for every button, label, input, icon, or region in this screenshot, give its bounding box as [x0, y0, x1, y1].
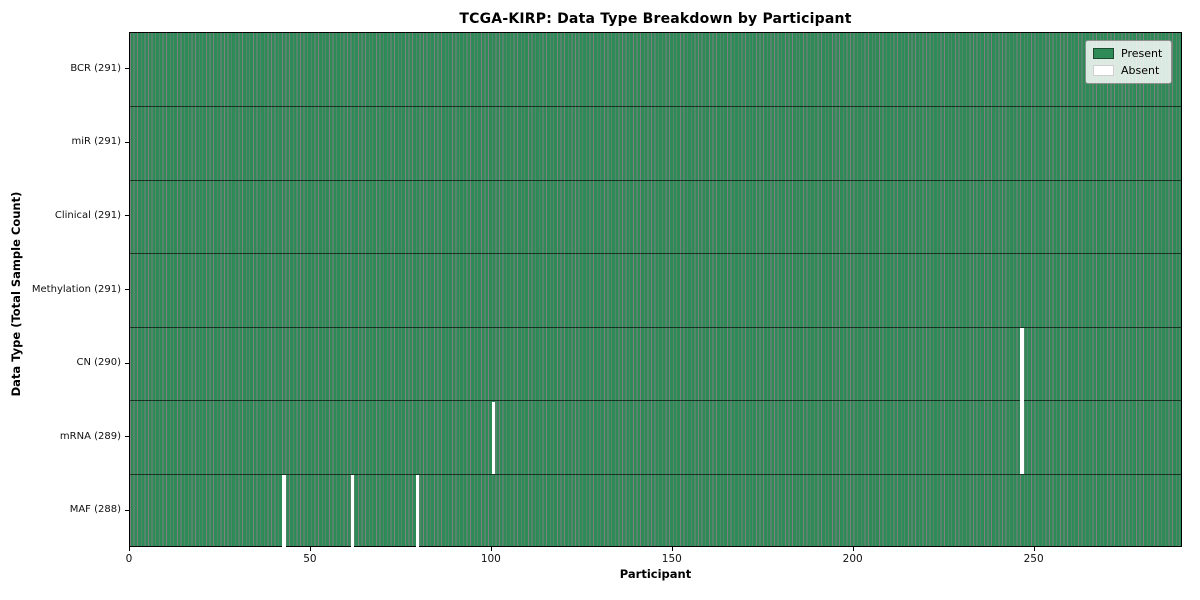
legend-label-absent: Absent — [1121, 64, 1160, 77]
y-tick-mark — [125, 362, 129, 364]
chart-title: TCGA-KIRP: Data Type Breakdown by Partic… — [459, 11, 852, 27]
x-tick-mark — [852, 547, 854, 551]
x-tick-mark — [671, 547, 673, 551]
x-axis-label: Participant — [619, 567, 692, 581]
x-tick-label: 200 — [842, 553, 863, 565]
x-tick-label: 100 — [480, 553, 501, 565]
row-divider — [130, 400, 1181, 402]
row-divider — [130, 253, 1181, 255]
absent-bar — [415, 475, 420, 548]
x-tick-label: 50 — [303, 553, 317, 565]
absent-swatch-icon — [1093, 65, 1114, 76]
y-tick-label: Methylation (291) — [31, 283, 121, 295]
y-tick-label: BCR (291) — [70, 62, 121, 74]
y-tick-mark — [125, 141, 129, 143]
present-swatch-icon — [1093, 48, 1114, 59]
y-tick-label: MAF (288) — [69, 504, 121, 516]
y-tick-mark — [125, 436, 129, 438]
absent-bar — [1020, 328, 1024, 474]
x-tick-mark — [1033, 547, 1035, 551]
y-tick-mark — [125, 68, 129, 70]
y-tick-mark — [125, 289, 129, 290]
x-tick-mark — [129, 547, 130, 551]
absent-bar — [491, 401, 496, 474]
y-tick-label: mRNA (289) — [59, 430, 121, 442]
row-divider — [130, 473, 1181, 475]
x-tick-mark — [490, 547, 492, 551]
y-tick-mark — [125, 509, 129, 511]
row-divider — [130, 326, 1181, 328]
y-tick-mark — [125, 215, 129, 217]
plot-area — [129, 32, 1182, 548]
y-tick-label: Clinical (291) — [54, 209, 121, 221]
legend: Present Absent — [1085, 40, 1173, 84]
y-tick-label: CN (290) — [76, 357, 121, 369]
x-tick-label: 250 — [1023, 553, 1044, 565]
row-divider — [130, 106, 1181, 108]
row-divider — [130, 179, 1181, 181]
legend-item-present: Present — [1093, 47, 1162, 60]
absent-bar — [350, 475, 355, 548]
x-tick-label: 0 — [125, 553, 133, 565]
legend-item-absent: Absent — [1093, 64, 1162, 77]
absent-bar — [281, 475, 286, 548]
x-tick-label: 150 — [661, 553, 682, 565]
x-tick-mark — [309, 547, 311, 551]
legend-label-present: Present — [1121, 47, 1163, 60]
y-tick-label: miR (291) — [71, 136, 121, 148]
